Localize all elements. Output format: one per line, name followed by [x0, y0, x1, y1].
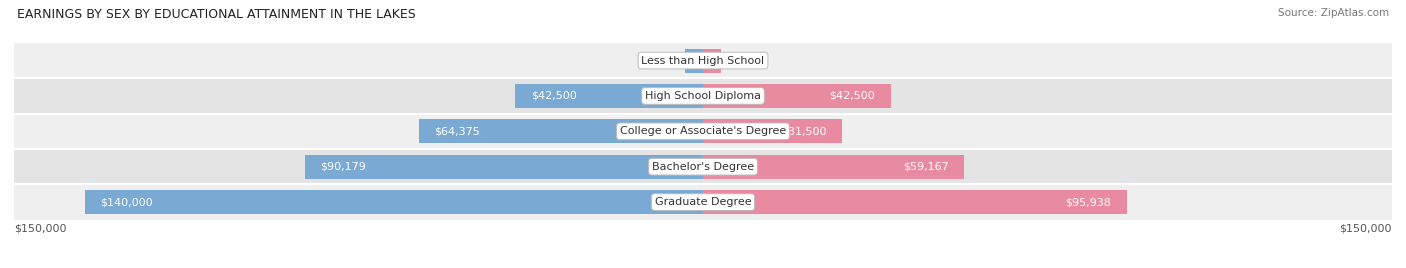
Bar	[703, 119, 842, 143]
Bar	[703, 190, 1126, 214]
Bar	[703, 155, 965, 179]
Bar	[516, 84, 703, 108]
Text: College or Associate's Degree: College or Associate's Degree	[620, 126, 786, 136]
Bar	[14, 43, 1392, 78]
Text: Graduate Degree: Graduate Degree	[655, 197, 751, 207]
Bar	[703, 49, 721, 73]
Text: $90,179: $90,179	[321, 162, 366, 172]
Text: $59,167: $59,167	[903, 162, 949, 172]
Text: $42,500: $42,500	[830, 91, 875, 101]
Text: $95,938: $95,938	[1066, 197, 1111, 207]
Text: EARNINGS BY SEX BY EDUCATIONAL ATTAINMENT IN THE LAKES: EARNINGS BY SEX BY EDUCATIONAL ATTAINMEN…	[17, 8, 416, 21]
Bar	[84, 190, 703, 214]
Bar	[14, 184, 1392, 220]
Bar	[14, 78, 1392, 114]
Text: Source: ZipAtlas.com: Source: ZipAtlas.com	[1278, 8, 1389, 18]
Text: Less than High School: Less than High School	[641, 55, 765, 66]
Text: High School Diploma: High School Diploma	[645, 91, 761, 101]
Bar	[305, 155, 703, 179]
Bar	[14, 149, 1392, 184]
Text: $0: $0	[688, 55, 702, 66]
Text: Bachelor's Degree: Bachelor's Degree	[652, 162, 754, 172]
Text: $64,375: $64,375	[434, 126, 479, 136]
Bar	[419, 119, 703, 143]
Text: $42,500: $42,500	[531, 91, 576, 101]
Bar	[685, 49, 703, 73]
Text: $31,500: $31,500	[782, 126, 827, 136]
Text: $0: $0	[704, 55, 718, 66]
Bar	[14, 114, 1392, 149]
Bar	[703, 84, 890, 108]
Text: $140,000: $140,000	[100, 197, 153, 207]
